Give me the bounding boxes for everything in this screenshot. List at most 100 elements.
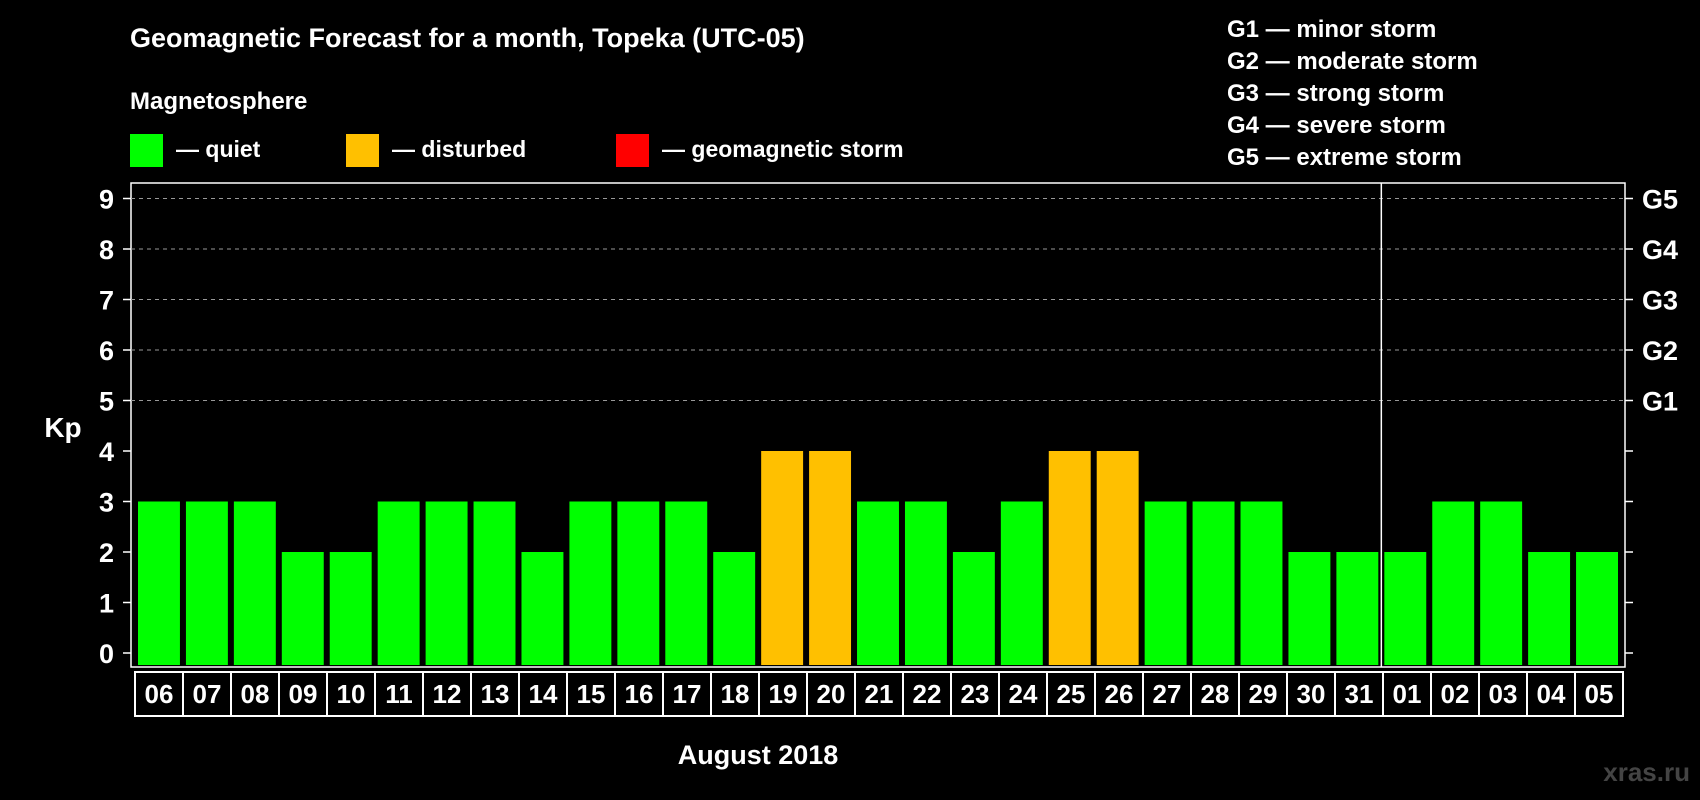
x-tick-label: 12 — [433, 679, 462, 709]
bar-06 — [138, 501, 180, 665]
y-tick-label: 8 — [99, 235, 114, 265]
x-tick-label: 17 — [673, 679, 702, 709]
y-tick-label: 9 — [99, 185, 114, 215]
bar-18 — [713, 552, 756, 665]
chart-title: Geomagnetic Forecast for a month, Topeka… — [130, 23, 805, 53]
bar-31 — [1336, 552, 1379, 665]
right-g-axis: G1 G2 G3 G4 G5 — [1642, 185, 1678, 417]
bar-08 — [233, 501, 276, 665]
plot-area-frame — [130, 182, 1626, 668]
bar-14 — [521, 552, 564, 665]
x-tick-label: 08 — [241, 679, 270, 709]
x-tick-label: 18 — [721, 679, 750, 709]
g-scale-label: G5 — [1642, 185, 1678, 215]
y-tick-label: 3 — [99, 488, 114, 518]
x-tick-label: 07 — [193, 679, 222, 709]
x-tick-label: 16 — [625, 679, 654, 709]
storm-scale-g3: G3 — strong storm — [1227, 80, 1444, 107]
g-scale-label: G3 — [1642, 286, 1678, 316]
storm-scale-legend: G1 — minor storm G2 — moderate storm G3 … — [1227, 16, 1478, 171]
g-scale-label: G1 — [1642, 387, 1678, 417]
legend-swatch-disturbed — [346, 134, 379, 167]
bar-20 — [809, 451, 852, 665]
x-tick-label: 10 — [337, 679, 366, 709]
x-tick-label: 24 — [1009, 679, 1038, 709]
legend-swatch-quiet — [130, 134, 163, 167]
legend-label-quiet: — quiet — [176, 136, 261, 162]
storm-scale-g2: G2 — moderate storm — [1227, 48, 1478, 75]
bar-02 — [1432, 501, 1475, 665]
x-tick-label: 19 — [769, 679, 798, 709]
x-tick-label: 09 — [289, 679, 318, 709]
bar-11 — [377, 501, 420, 665]
y-tick-label: 7 — [99, 286, 114, 316]
bar-01 — [1384, 552, 1427, 665]
x-tick-label: 20 — [817, 679, 846, 709]
bar-12 — [425, 501, 468, 665]
x-axis-frame — [134, 671, 1624, 717]
bar-21 — [857, 501, 899, 665]
grid-lines — [131, 198, 1625, 401]
x-tick-label: 23 — [961, 679, 990, 709]
x-tick-label: 15 — [577, 679, 606, 709]
x-tick-label: 03 — [1489, 679, 1518, 709]
x-tick-label: 29 — [1249, 679, 1278, 709]
legend-swatch-storm — [616, 134, 649, 167]
bar-05 — [1576, 552, 1618, 665]
bar-04 — [1528, 552, 1571, 665]
bar-10 — [329, 552, 372, 665]
bar-07 — [185, 501, 228, 665]
bar-16 — [617, 501, 660, 665]
bar-24 — [1000, 501, 1043, 665]
x-tick-label: 13 — [481, 679, 510, 709]
x-tick-label: 14 — [529, 679, 558, 709]
y-tick-label: 6 — [99, 336, 114, 366]
bar-19 — [761, 451, 804, 665]
y-tick-label: 5 — [99, 387, 114, 417]
x-tick-label: 25 — [1057, 679, 1086, 709]
x-tick-label: 01 — [1393, 679, 1422, 709]
y-axis: 0 1 2 3 4 5 6 7 8 9 — [99, 185, 1633, 669]
y-tick-label: 0 — [99, 639, 114, 669]
x-tick-label: 27 — [1153, 679, 1182, 709]
y-tick-label: 1 — [99, 589, 114, 619]
bar-23 — [952, 552, 995, 665]
bar-26 — [1096, 451, 1139, 665]
bar-27 — [1144, 501, 1187, 665]
x-tick-label: 21 — [865, 679, 894, 709]
bar-15 — [569, 501, 612, 665]
x-tick-label: 05 — [1585, 679, 1614, 709]
y-tick-label: 4 — [99, 437, 114, 467]
bar-25 — [1048, 451, 1091, 665]
legend-label-storm: — geomagnetic storm — [662, 136, 904, 162]
legend-section-title: Magnetosphere — [130, 88, 307, 115]
x-tick-label: 26 — [1105, 679, 1134, 709]
bar-29 — [1240, 501, 1283, 665]
y-tick-label: 2 — [99, 538, 114, 568]
bar-17 — [665, 501, 708, 665]
x-tick-label: 22 — [913, 679, 942, 709]
bars — [138, 451, 1618, 665]
x-tick-label: 04 — [1537, 679, 1566, 709]
y-axis-label: Kp — [44, 412, 81, 443]
x-tick-label: 31 — [1345, 679, 1374, 709]
bar-30 — [1288, 552, 1331, 665]
x-axis: 06 07 08 09 10 11 12 13 14 15 16 17 18 19 20 21 22 23 24 25… — [134, 671, 1624, 717]
x-axis-label: August 2018 — [678, 740, 839, 770]
storm-scale-g1: G1 — minor storm — [1227, 16, 1436, 43]
bar-22 — [904, 501, 947, 665]
x-tick-label: 30 — [1297, 679, 1326, 709]
watermark: xras.ru — [1603, 757, 1690, 787]
bar-03 — [1480, 501, 1523, 665]
x-tick-label: 02 — [1441, 679, 1470, 709]
g-scale-label: G4 — [1642, 235, 1678, 265]
storm-scale-g5: G5 — extreme storm — [1227, 144, 1462, 171]
x-tick-label: 11 — [385, 679, 413, 709]
bar-28 — [1192, 501, 1235, 665]
x-tick-label: 28 — [1201, 679, 1230, 709]
bar-13 — [473, 501, 516, 665]
legend: — quiet — disturbed — geomagnetic storm — [130, 134, 904, 167]
g-scale-label: G2 — [1642, 336, 1678, 366]
x-tick-label: 06 — [145, 679, 174, 709]
